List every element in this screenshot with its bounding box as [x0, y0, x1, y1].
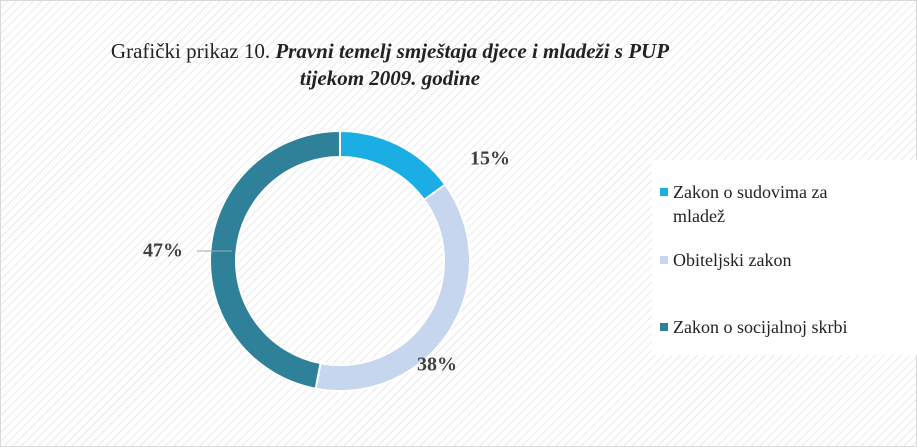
data-label: 15% [470, 148, 510, 170]
legend-item: Obiteljski zakon [660, 248, 791, 272]
legend-label: Obiteljski zakon [673, 250, 792, 270]
legend-swatch [660, 323, 668, 331]
title-prefix: Grafički prikaz 10. [110, 39, 271, 63]
legend-swatch [660, 188, 668, 196]
donut-segment [209, 129, 341, 390]
data-label: 47% [143, 240, 183, 262]
data-label: 38% [417, 354, 457, 376]
legend-label: Zakon o sudovima za mladež [673, 182, 828, 226]
legend-label: Zakon o socijalnoj skrbi [673, 317, 848, 337]
legend-item: Zakon o socijalnoj skrbi [660, 315, 847, 339]
legend-item: Zakon o sudovima za mladež [660, 180, 850, 228]
chart-title: Grafički prikaz 10. Pravni temelj smješt… [100, 38, 680, 92]
title-main: Pravni temelj smještaja djece i mladeži … [275, 39, 670, 90]
legend: Zakon o sudovima za mladež Obiteljski zak… [652, 160, 917, 355]
legend-swatch [660, 256, 668, 264]
